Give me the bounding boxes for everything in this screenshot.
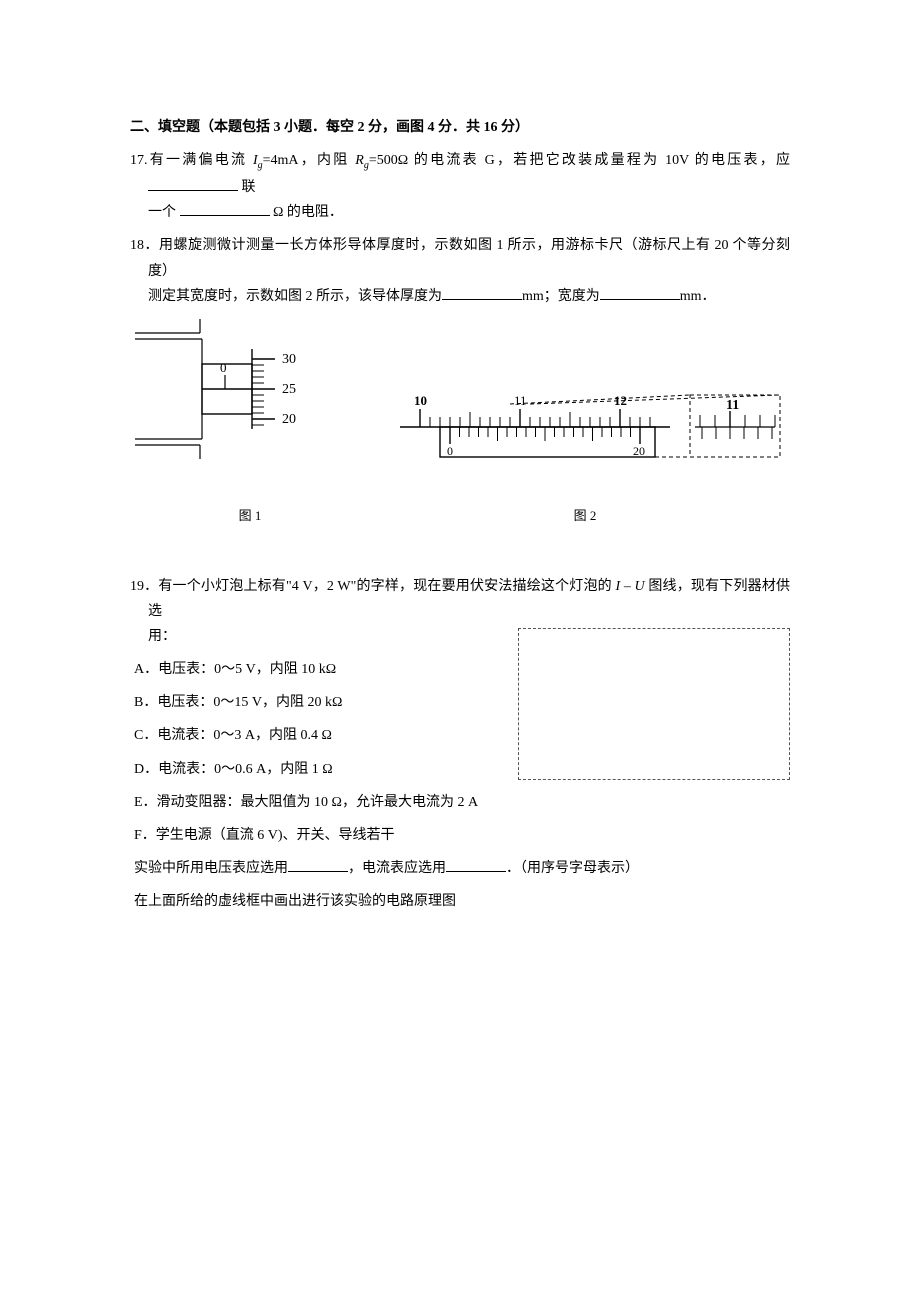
- q19-sub1-b: ，电流表应选用: [348, 861, 446, 876]
- figure-2: 10 11 12: [380, 389, 790, 528]
- q19-num: 19．: [130, 579, 158, 594]
- figure-row: 0 30 25: [130, 319, 790, 528]
- q19-sub1-c: ．（用序号字母表示）: [506, 861, 639, 876]
- q19-intro-a: 有一个小灯泡上标有"4 V，2 W"的字样，现在要用伏安法描绘这个灯泡的: [158, 579, 615, 594]
- drum-30: 30: [282, 352, 296, 367]
- q18-text-b: 测定其宽度时，示数如图 2 所示，该导体厚度为: [148, 289, 442, 304]
- figure-1: 0 30 25: [130, 319, 370, 528]
- main-10: 10: [414, 393, 427, 408]
- q17-text-a: 有一满偏电流: [148, 153, 253, 168]
- q17-rg-sym: R: [355, 153, 364, 168]
- q18-num: 18．: [130, 238, 159, 253]
- q19-sub2: 在上面所给的虚线框中画出进行该实验的电路原理图: [148, 889, 790, 914]
- micrometer-zero: 0: [220, 360, 227, 375]
- q17-line2a: 一个: [148, 205, 176, 220]
- q18-blank-1: [442, 285, 522, 300]
- spacer: [130, 534, 790, 574]
- mag-lower-ticks: [702, 427, 772, 439]
- section-title: 二、填空题（本题包括 3 小题．每空 2 分，画图 4 分．共 16 分）: [130, 115, 790, 140]
- vernier-0: 0: [447, 444, 453, 458]
- q17-rg-eq: =500Ω 的电流表 G，若把它改装成量程为 10V 的电压表，应: [369, 153, 790, 168]
- q18-unit2: mm．: [680, 289, 716, 304]
- q17-ig-eq: =4mA，内阻: [263, 153, 356, 168]
- question-19: 19．有一个小灯泡上标有"4 V，2 W"的字样，现在要用伏安法描绘这个灯泡的 …: [130, 574, 790, 923]
- micrometer-svg: 0 30 25: [130, 319, 370, 489]
- fig2-label: 图 2: [380, 504, 790, 527]
- q18-unit1: mm；宽度为: [522, 289, 600, 304]
- q18-text-a: 用螺旋测微计测量一长方体形导体厚度时，示数如图 1 所示，用游标卡尺（游标尺上有…: [148, 238, 790, 278]
- main-11: 11: [514, 393, 527, 408]
- drum-20: 20: [282, 412, 296, 427]
- fig1-label: 图 1: [130, 504, 370, 527]
- q19-opt-f: F．学生电源（直流 6 V)、开关、导线若干: [148, 823, 790, 848]
- q19-iu: I – U: [616, 579, 645, 594]
- main-scale-ticks: [420, 409, 650, 427]
- circuit-diagram-box: [518, 628, 790, 780]
- q17-tail: 联: [242, 180, 256, 195]
- q17-num: 17.: [130, 153, 148, 168]
- vernier-svg: 10 11 12: [380, 389, 790, 489]
- q19-opt-e: E．滑动变阻器：最大阻值为 10 Ω，允许最大电流为 2 A: [148, 790, 790, 815]
- q17-line2b: Ω 的电阻．: [273, 205, 343, 220]
- q19-blank-a: [446, 857, 506, 872]
- q18-blank-2: [600, 285, 680, 300]
- drum-25: 25: [282, 382, 296, 397]
- q19-sub1-a: 实验中所用电压表应选用: [134, 861, 288, 876]
- question-17: 17.有一满偏电流 Ig=4mA，内阻 Rg=500Ω 的电流表 G，若把它改装…: [130, 148, 790, 225]
- thimble-ticks: [252, 359, 275, 425]
- q19-blank-v: [288, 857, 348, 872]
- vernier-20: 20: [633, 444, 645, 458]
- q17-blank-1: [148, 176, 238, 191]
- q19-sub1: 实验中所用电压表应选用，电流表应选用．（用序号字母表示）: [148, 856, 790, 881]
- mag-upper-ticks: [700, 411, 775, 427]
- q17-blank-2: [180, 201, 270, 216]
- q19-intro-c: 用：: [148, 629, 176, 644]
- question-18: 18．用螺旋测微计测量一长方体形导体厚度时，示数如图 1 所示，用游标卡尺（游标…: [130, 233, 790, 309]
- vernier-ticks: [450, 427, 640, 444]
- mag-11: 11: [726, 398, 739, 413]
